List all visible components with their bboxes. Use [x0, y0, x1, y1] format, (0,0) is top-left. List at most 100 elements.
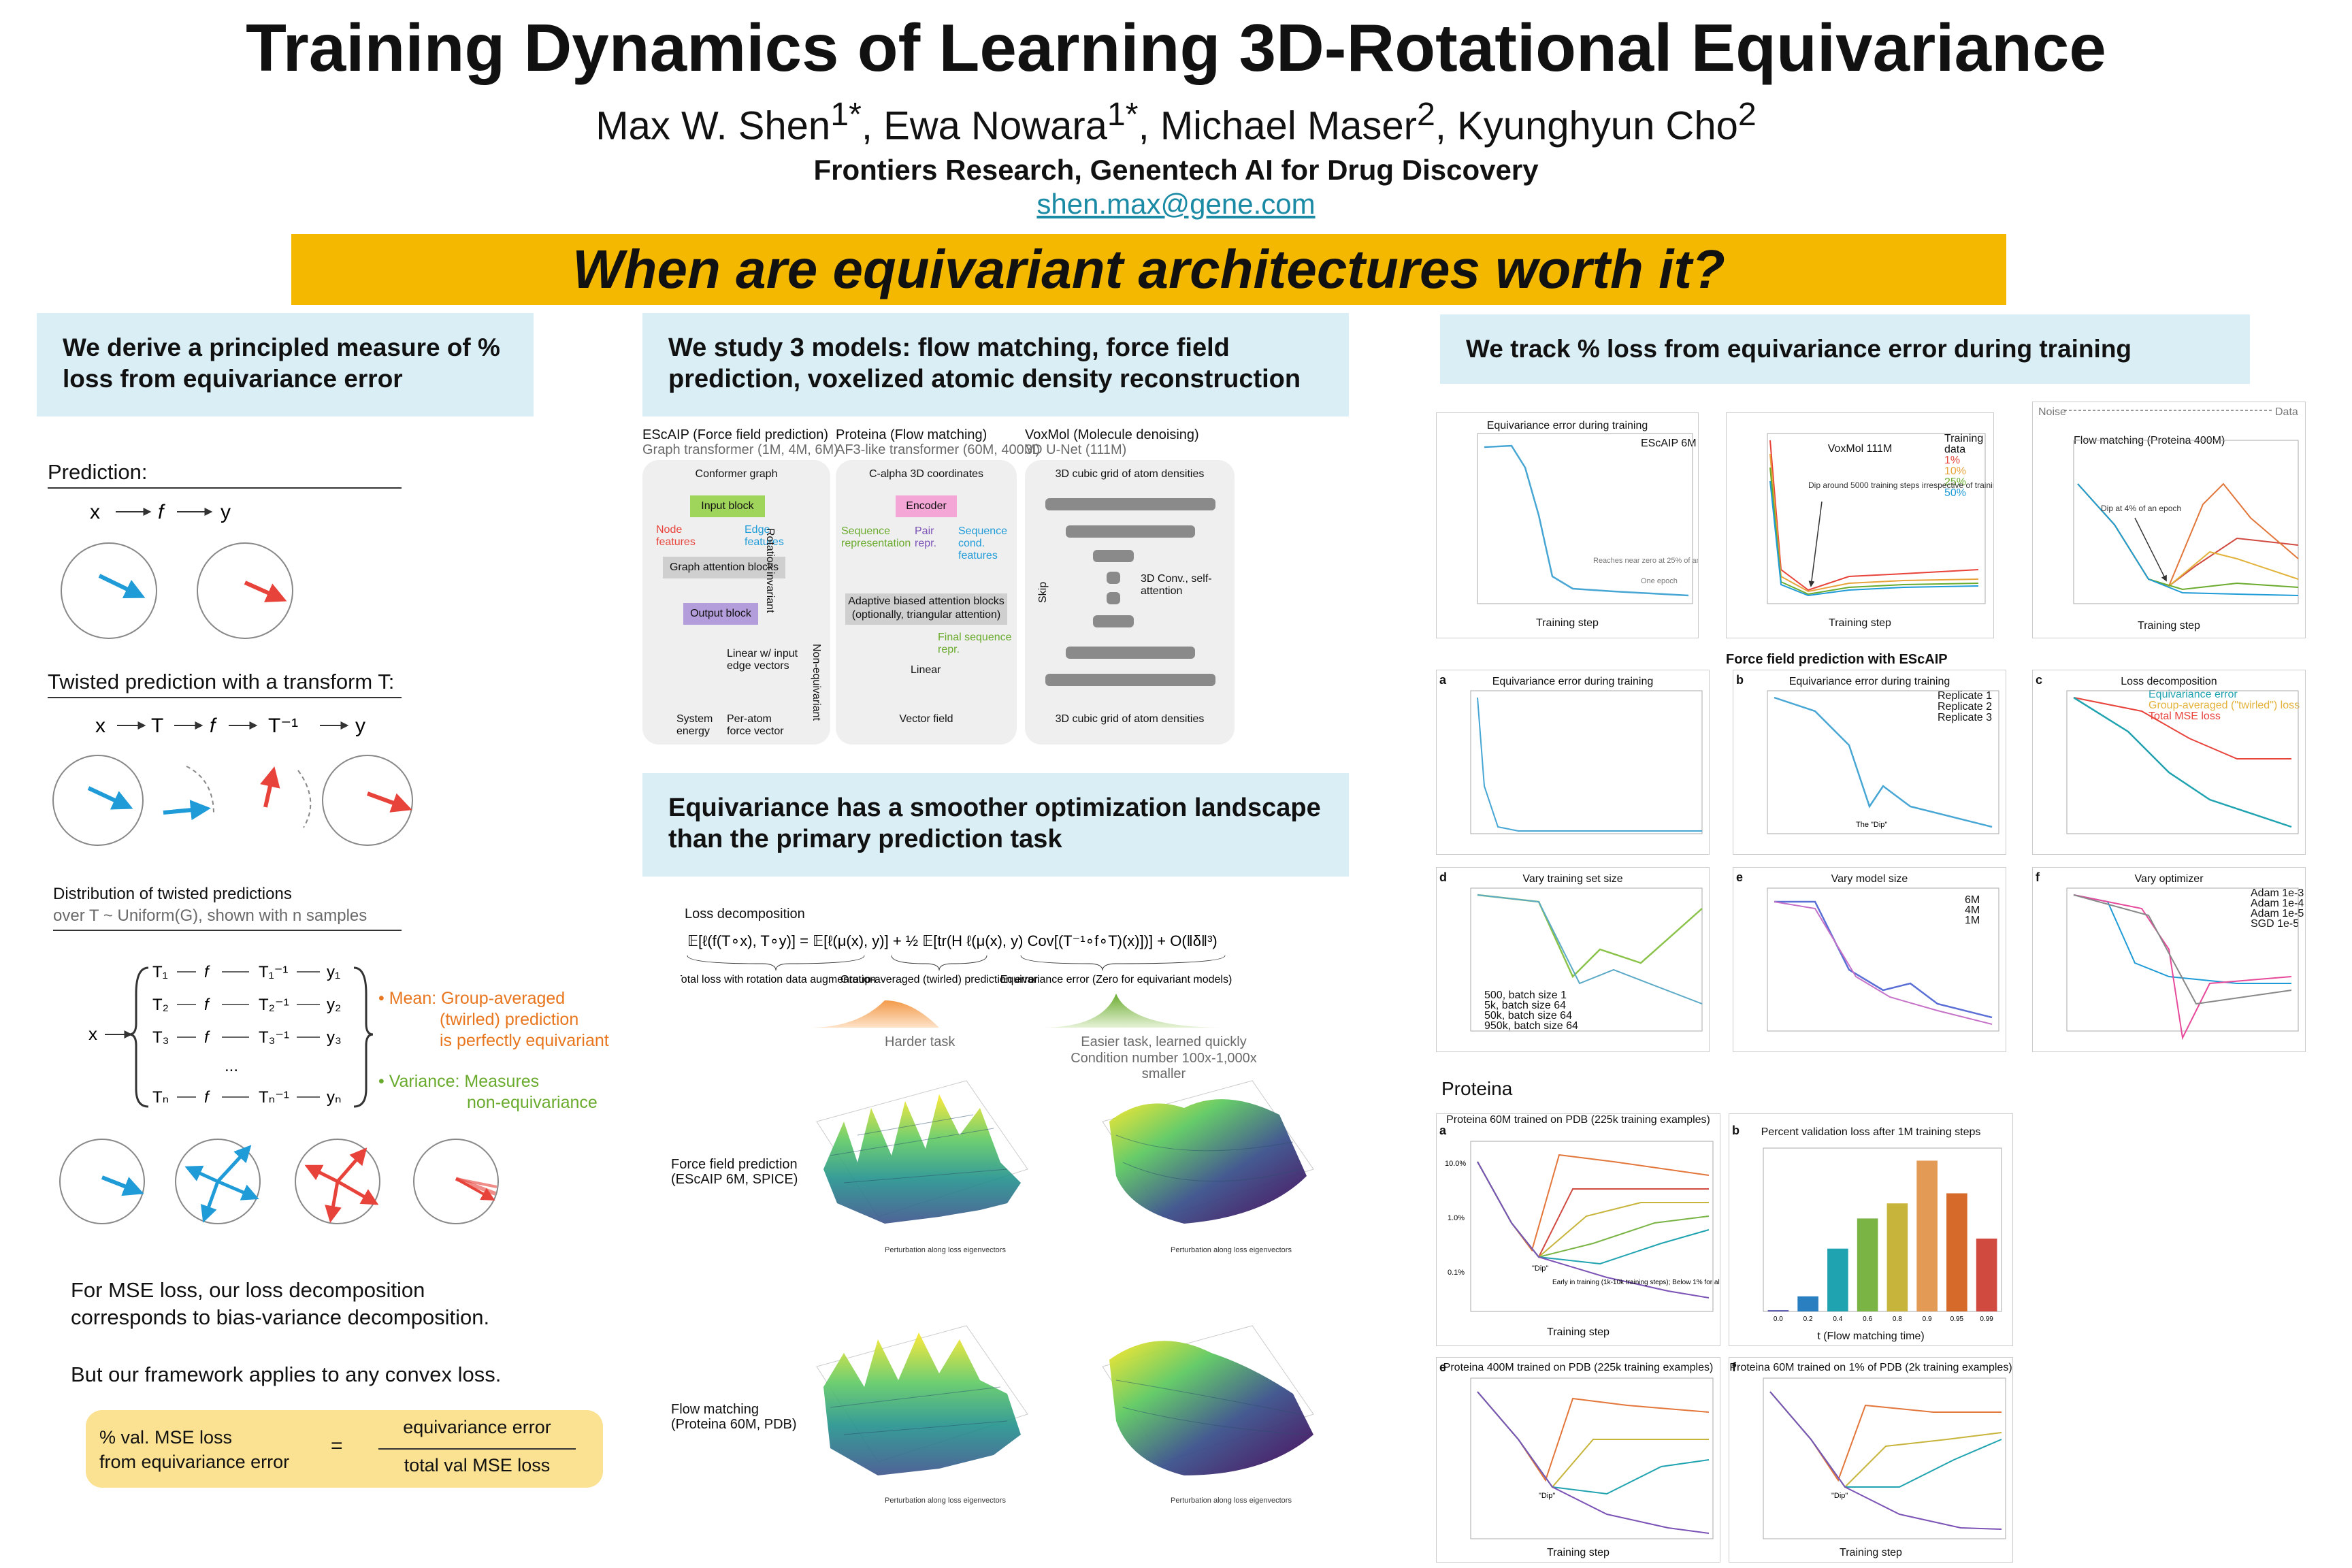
- unet-bar: [1066, 525, 1195, 538]
- middle-heading: We study 3 models: flow matching, force …: [642, 313, 1349, 416]
- formula-numerator: equivariance error: [403, 1417, 551, 1437]
- ff-panel-c: c Loss decomposition Equivariance error G…: [2032, 670, 2306, 855]
- chart-title: Percent validation loss after 1M trainin…: [1761, 1126, 1981, 1138]
- panel-annotation: The "Dip": [1856, 821, 1887, 829]
- mean-line: is perfectly equivariant: [440, 1031, 609, 1050]
- noise-label: Noise: [2038, 406, 2066, 418]
- divider: [48, 697, 402, 698]
- formula-equals: =: [331, 1435, 343, 1457]
- axis-label: Perturbation along loss eigenvectors: [1171, 1246, 1292, 1254]
- svg-text:T₁⁻¹: T₁⁻¹: [259, 963, 288, 981]
- arch-block: C-alpha 3D coordinates: [868, 468, 984, 480]
- x-axis-label: Training step: [1829, 617, 1891, 629]
- proteina-panel-a: a Proteina 60M trained on PDB (225k trai…: [1436, 1113, 1720, 1346]
- chart-annotation: Reaches near zero at 25% of an epoch: [1593, 557, 1698, 565]
- tw-x: x: [95, 715, 105, 737]
- input-circle: [61, 542, 157, 639]
- mse-line: For MSE loss, our loss decomposition: [71, 1278, 425, 1302]
- model-sub: Graph transformer (1M, 4M, 6M): [642, 442, 838, 457]
- prediction-label: Prediction:: [48, 460, 148, 484]
- formula-lhs-line: % val. MSE loss: [99, 1427, 233, 1448]
- panel-annotation: "Dip": [1539, 1492, 1555, 1500]
- surface-flow-easy: [1102, 1325, 1314, 1475]
- arch-block: Skip: [1037, 581, 1049, 603]
- unet-bar: [1045, 498, 1215, 510]
- svg-text:T₂⁻¹: T₂⁻¹: [259, 996, 289, 1014]
- arch-block: 3D cubic grid of atom densities: [1055, 713, 1205, 725]
- svg-text:yₙ: yₙ: [327, 1088, 342, 1107]
- mean-note: • Mean: Group-averaged (twirled) predict…: [378, 988, 609, 1051]
- panel-title: Loss decomposition: [2121, 676, 2217, 687]
- x-tick-label: 0.99: [1980, 1316, 1993, 1323]
- chart-title: VoxMol 111M: [1827, 443, 1893, 455]
- bar-chart-svg: 0.0 0.2 0.4 0.6 0.8 0.9 0.95 0.99: [1763, 1147, 2002, 1323]
- model-sub: 3D U-Net (111M): [1025, 442, 1127, 457]
- panel-title: Vary model size: [1831, 873, 1908, 885]
- twisted-samples-circles: [59, 1139, 499, 1224]
- loss-equation: 𝔼[ℓ(f(T∘x), T∘y)] = 𝔼[ℓ(μ(x), y)] + ½ 𝔼[…: [681, 932, 1232, 1028]
- row-label-line: Flow matching: [671, 1402, 759, 1417]
- x-tick-label: 0.2: [1803, 1316, 1813, 1323]
- svg-text:f: f: [204, 1088, 210, 1107]
- side-label: Rotation invariant: [764, 528, 776, 613]
- panel-tag: c: [2036, 673, 2043, 687]
- panel-tag: f: [2036, 870, 2040, 884]
- panel-annotation: "Dip": [1831, 1492, 1848, 1500]
- svg-text:Tₙ⁻¹: Tₙ⁻¹: [259, 1088, 289, 1107]
- x-axis-label: t (Flow matching time): [1817, 1330, 1925, 1342]
- author-name: Ewa Nowara: [883, 103, 1107, 148]
- x-axis-label: Training step: [1547, 1547, 1610, 1558]
- mse-line: corresponds to bias-variance decompositi…: [71, 1305, 490, 1329]
- ff-panel-d: d Vary training set size 500, batch size…: [1436, 867, 1710, 1052]
- proteina-panel-e: e Proteina 400M trained on PDB (225k tra…: [1436, 1357, 1720, 1563]
- panel-legend: Adam 1e-3 Adam 1e-4 Adam 1e-5 SGD 1e-5: [2251, 887, 2304, 930]
- x-tick-label: 0.95: [1950, 1316, 1964, 1323]
- divider: [53, 930, 402, 931]
- x-tick-label: 0.4: [1833, 1316, 1842, 1323]
- x-axis-label: Training step: [2138, 620, 2200, 632]
- ff-panels: a Equivariance error during training b E…: [1436, 670, 2306, 1052]
- mean-line: • Mean: Group-averaged: [378, 989, 566, 1008]
- pred-f: f: [158, 501, 165, 523]
- bar: [1857, 1218, 1878, 1311]
- arch-block: Per-atom force vector: [727, 713, 784, 737]
- ff-panel-f: f Vary optimizer Adam 1e-3 Adam 1e-4 Adam …: [2032, 867, 2306, 1052]
- chart-annotation: One epoch: [1641, 577, 1678, 585]
- mean-line: (twirled) prediction: [440, 1010, 579, 1029]
- panel-title: Proteina 60M trained on 1% of PDB (2k tr…: [1729, 1362, 2012, 1373]
- arch-block: Conformer graph: [695, 468, 778, 480]
- unet-bar: [1093, 615, 1134, 627]
- arch-block: Encoder: [896, 495, 957, 517]
- variance-note: • Variance: Measures non-equivariance: [378, 1071, 598, 1113]
- panel-title: Vary training set size: [1522, 873, 1623, 885]
- dist-sub: over T ~ Uniform(G), shown with n sample…: [53, 906, 368, 925]
- svg-text:f: f: [204, 963, 210, 981]
- chart-legend: EScAIP 6M: [1641, 438, 1697, 449]
- svg-text:...: ...: [225, 1057, 238, 1075]
- variance-line: non-equivariance: [467, 1093, 598, 1112]
- svg-text:y₃: y₃: [327, 1028, 342, 1047]
- unet-bar: [1107, 592, 1120, 604]
- proteina-section-label: Proteina: [1441, 1078, 1513, 1099]
- panel-tag: e: [1439, 1360, 1447, 1374]
- unet-bar: [1093, 550, 1134, 562]
- row-label-line: Force field prediction: [671, 1157, 798, 1172]
- x-tick-label: 0.0: [1774, 1316, 1783, 1323]
- panel-title: Equivariance error during training: [1492, 676, 1654, 687]
- dist-label: Distribution of twisted predictions: [53, 885, 292, 903]
- left-heading: We derive a principled measure of % loss…: [37, 313, 534, 416]
- harder-task: Harder task: [885, 1034, 956, 1049]
- variance-line: • Variance: Measures: [378, 1072, 540, 1091]
- author-mark: 2: [1416, 96, 1435, 133]
- model-name: Proteina (Flow matching): [836, 427, 987, 442]
- model-name: EScAIP (Force field prediction): [642, 427, 829, 442]
- formula-lhs: % val. MSE loss from equivariance error: [99, 1425, 289, 1474]
- panel-tag: a: [1439, 1124, 1447, 1137]
- chart-legend: Training data 1% 10% 25% 50%: [1944, 433, 1984, 499]
- email-link[interactable]: shen.max@gene.com: [1036, 188, 1316, 220]
- panel-legend: 500, batch size 1 5k, batch size 64 50k, b…: [1484, 990, 1578, 1032]
- arch-block: 3D Conv., self-attention: [1141, 573, 1212, 597]
- formula-denominator: total val MSE loss: [404, 1455, 551, 1475]
- row-label-line: (EScAIP 6M, SPICE): [671, 1172, 798, 1187]
- question-banner: When are equivariant architectures worth…: [291, 234, 2006, 305]
